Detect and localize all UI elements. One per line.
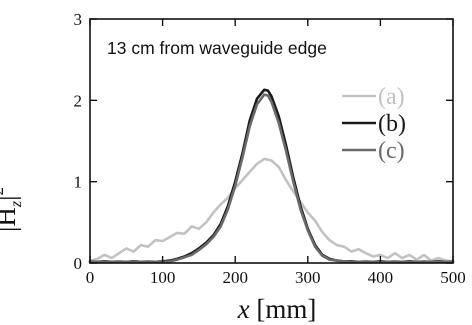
y-tick-label: 1	[74, 173, 83, 192]
series-layer	[88, 88, 455, 264]
y-axis-label-superscript: 2	[0, 187, 7, 196]
svg-text:|Hz|2: |Hz|2	[0, 187, 25, 232]
legend-label-a: (a)	[378, 84, 405, 110]
x-axis-unit: [mm]	[250, 294, 317, 324]
y-axis-label-base: |H	[0, 207, 21, 232]
y-axis-label-bar: |	[0, 195, 21, 200]
x-tick-label: 100	[150, 268, 176, 287]
legend-label-b: (b)	[378, 111, 406, 137]
legend: (a)(b)(c)	[342, 84, 406, 164]
legend-label-c: (c)	[378, 138, 405, 164]
x-axis-variable: x	[237, 294, 250, 324]
plot-frame	[89, 18, 454, 264]
x-axis-label: x [mm]	[237, 294, 317, 324]
y-axis-label: |Hz|2	[0, 187, 25, 232]
x-tick-label: 300	[295, 268, 321, 287]
y-axis-label-subscript: z	[8, 200, 25, 208]
ticks-layer: 0 100 200 300 400 500 0 1 2 3	[74, 10, 466, 287]
series-line-c	[88, 93, 455, 264]
x-tick-label: 400	[368, 268, 394, 287]
x-tick-label: 200	[222, 268, 248, 287]
y-tick-label: 2	[74, 91, 83, 110]
chart-annotation: 13 cm from waveguide edge	[107, 38, 327, 58]
series-line-a	[88, 157, 455, 263]
x-tick-label: 500	[440, 268, 466, 287]
y-tick-label: 0	[74, 254, 83, 273]
y-tick-label: 3	[74, 10, 83, 29]
x-tick-label: 0	[86, 268, 95, 287]
